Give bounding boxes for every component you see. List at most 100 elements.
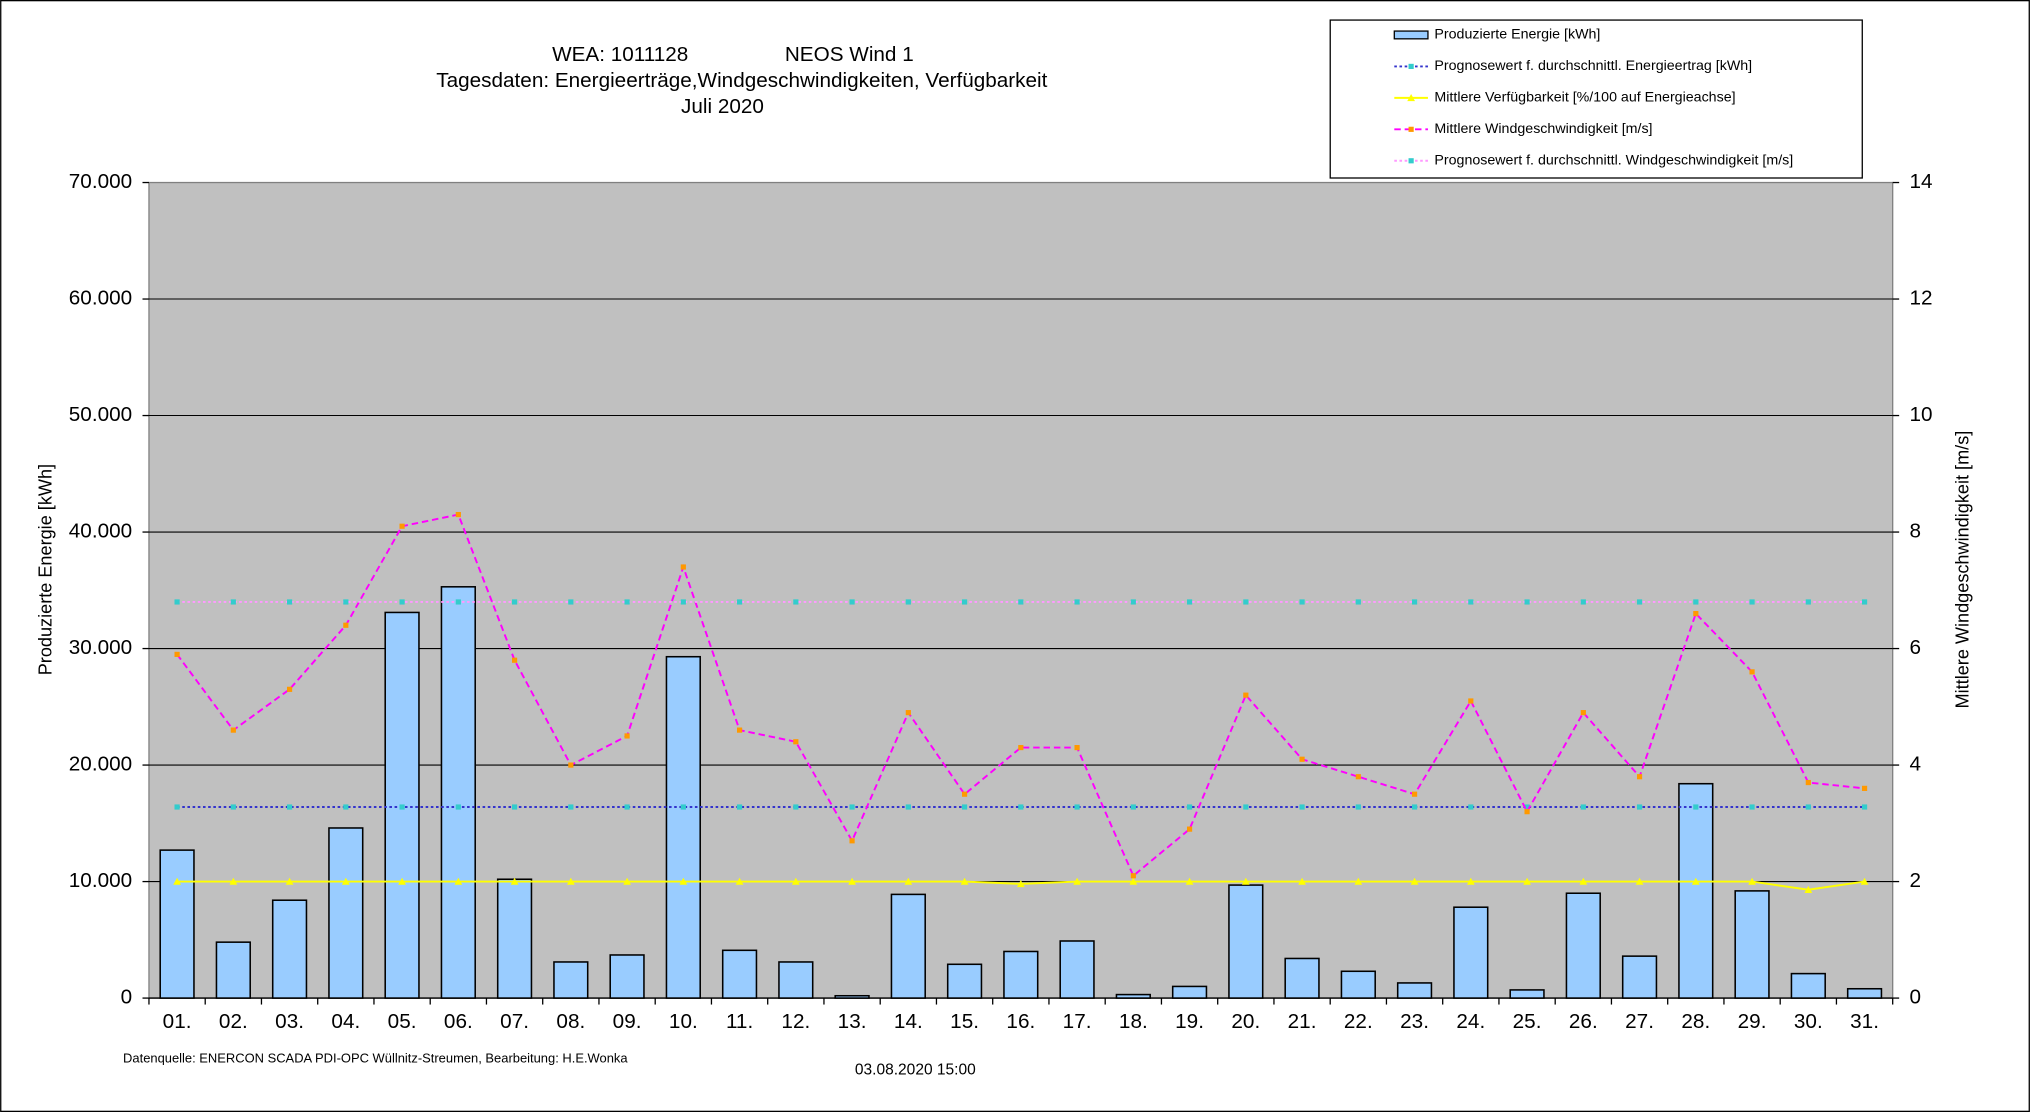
marker (793, 804, 799, 810)
marker (1579, 877, 1588, 885)
marker (510, 877, 519, 885)
marker (849, 599, 855, 605)
marker (680, 564, 686, 570)
marker (568, 762, 574, 768)
x-tick-label: 19. (1175, 1010, 1204, 1033)
marker (174, 804, 180, 810)
marker (174, 651, 180, 657)
bar (159, 849, 195, 999)
marker (849, 838, 855, 844)
marker (1243, 692, 1249, 698)
marker (735, 877, 744, 885)
marker (1411, 791, 1418, 797)
marker (1693, 599, 1699, 605)
marker (341, 877, 350, 885)
title-line: NEOS Wind 1 (785, 43, 914, 66)
marker (1355, 599, 1361, 605)
marker (905, 599, 911, 605)
bar (665, 655, 701, 999)
legend-marker (1407, 93, 1416, 102)
y2-tick-label: 6 (1910, 636, 1922, 659)
bar (946, 963, 983, 999)
marker (455, 511, 461, 518)
y-tick-label: 60.000 (69, 287, 132, 310)
marker (511, 599, 518, 605)
bar (1340, 970, 1376, 999)
marker (1074, 745, 1080, 751)
marker (1805, 804, 1811, 810)
marker (848, 877, 856, 885)
y2-tick-label: 8 (1910, 520, 1922, 543)
marker (1018, 804, 1024, 810)
x-tick-label: 05. (388, 1010, 417, 1033)
marker (624, 804, 630, 810)
marker (1691, 877, 1700, 885)
legend-marker (1408, 158, 1414, 164)
marker (1018, 745, 1024, 751)
marker (230, 599, 236, 605)
y-tick-label: 70.000 (69, 170, 132, 193)
marker (1468, 599, 1474, 605)
marker (1411, 599, 1418, 605)
x-tick-label: 14. (894, 1010, 923, 1033)
x-tick-label: 08. (556, 1010, 585, 1033)
title-line: Tagesdaten: Energieerträge,Windgeschwind… (436, 69, 1047, 92)
marker (793, 599, 799, 605)
bar (834, 994, 870, 999)
bar (1790, 972, 1826, 999)
marker (511, 804, 518, 810)
x-tick-label: 20. (1231, 1010, 1260, 1033)
marker (1130, 804, 1136, 810)
marker (1748, 877, 1756, 885)
marker (1298, 877, 1306, 885)
y2-tick-label: 4 (1910, 753, 1922, 776)
marker (1355, 774, 1361, 780)
marker (455, 599, 461, 605)
marker (173, 877, 181, 885)
marker (1860, 877, 1869, 885)
bar (1396, 982, 1433, 999)
marker (961, 791, 968, 797)
marker (1299, 756, 1305, 762)
marker (230, 804, 236, 810)
marker (1861, 599, 1868, 605)
bar (1228, 884, 1264, 999)
marker (455, 804, 461, 810)
y-tick-label: 20.000 (69, 753, 132, 776)
marker (1749, 599, 1755, 605)
marker (680, 599, 686, 605)
marker (1186, 804, 1193, 810)
marker (1355, 804, 1361, 810)
plot-area (148, 181, 1894, 999)
marker (624, 599, 630, 605)
x-tick-label: 29. (1738, 1010, 1767, 1033)
legend-label: Mittlere Windgeschwindigkeit [m/s] (1434, 121, 1652, 137)
marker (680, 804, 686, 810)
marker (1074, 804, 1080, 810)
marker (399, 804, 405, 810)
marker (1130, 599, 1136, 605)
marker (736, 804, 743, 810)
marker (286, 804, 293, 810)
x-tick-label: 04. (331, 1010, 360, 1033)
title-line: WEA: 1011128 (552, 43, 688, 66)
marker (623, 877, 631, 885)
marker (1129, 877, 1138, 885)
marker (1185, 877, 1194, 885)
marker (624, 733, 630, 739)
marker (793, 739, 799, 745)
marker (1523, 877, 1531, 885)
marker (1636, 774, 1643, 780)
bar (1003, 950, 1039, 999)
y-tick-label: 30.000 (69, 636, 132, 659)
x-tick-label: 07. (500, 1010, 529, 1033)
marker (1749, 804, 1755, 810)
legend-label: Mittlere Verfügbarkeit [%/100 auf Energi… (1434, 90, 1735, 106)
x-tick-label: 30. (1794, 1010, 1823, 1033)
marker (568, 599, 574, 605)
marker (343, 599, 349, 605)
y2-tick-label: 2 (1910, 869, 1922, 892)
marker (568, 804, 574, 810)
marker (398, 877, 406, 885)
x-tick-label: 01. (163, 1010, 192, 1033)
